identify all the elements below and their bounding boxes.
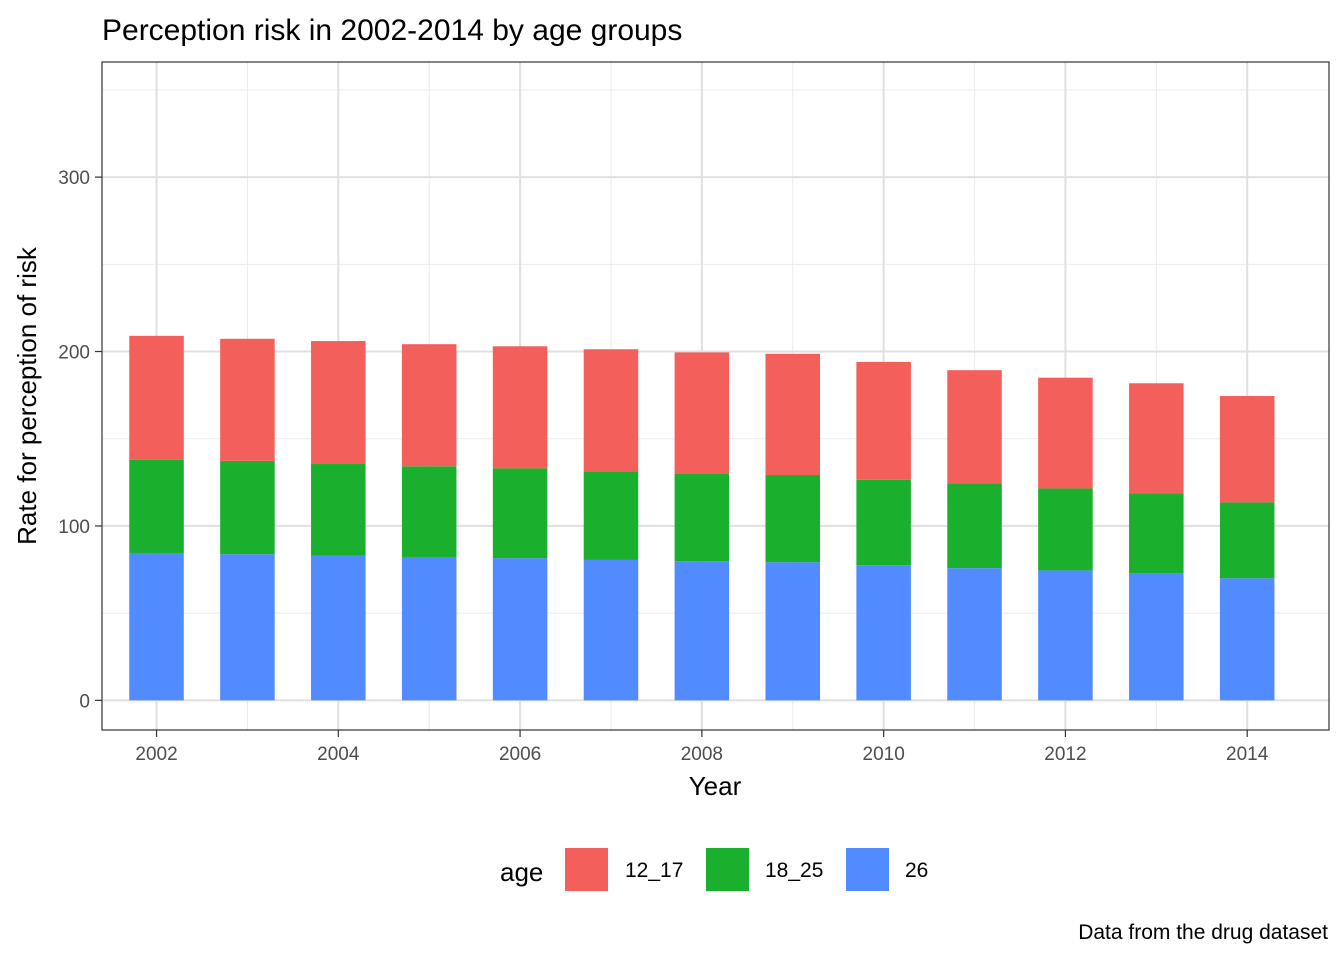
- x-tick-label: 2010: [863, 744, 905, 765]
- bar-segment-26: [674, 561, 730, 701]
- bar-segment-12_17: [1129, 383, 1184, 494]
- bar-segment-26: [401, 556, 457, 701]
- bar-segment-26: [1129, 573, 1184, 701]
- bars-layer: [129, 335, 1275, 701]
- bar-segment-12_17: [583, 349, 639, 472]
- y-tick-label: 0: [79, 691, 90, 712]
- x-axis: 2002 2004 2006 2008 2010 2012 2014: [135, 730, 1269, 765]
- legend-label-18_25: 18_25: [765, 859, 823, 882]
- bar-segment-26: [311, 555, 366, 701]
- bar-segment-18_25: [947, 483, 1002, 569]
- bar-segment-26: [856, 565, 911, 701]
- x-tick-label: 2004: [317, 744, 360, 765]
- bar-segment-18_25: [492, 468, 548, 559]
- bar-segment-26: [765, 562, 821, 701]
- bar-segment-26: [220, 554, 275, 701]
- bar-segment-26: [583, 559, 639, 701]
- bar-segment-12_17: [947, 370, 1002, 484]
- bar-segment-18_25: [583, 471, 639, 560]
- bar-segment-12_17: [674, 352, 730, 474]
- y-axis: 0 100 200 300: [58, 168, 102, 712]
- bar-segment-12_17: [856, 361, 911, 480]
- bar-segment-26: [947, 568, 1002, 701]
- bar-segment-18_25: [220, 460, 275, 555]
- y-tick-label: 300: [58, 168, 90, 189]
- bar-segment-18_25: [129, 459, 184, 553]
- bar-segment-12_17: [220, 338, 275, 461]
- bar-segment-18_25: [1129, 493, 1184, 574]
- bar-segment-26: [492, 558, 548, 701]
- bar-segment-12_17: [1219, 396, 1275, 503]
- bar-segment-12_17: [765, 353, 821, 476]
- bar-segment-12_17: [492, 346, 548, 469]
- bar-segment-18_25: [311, 464, 366, 556]
- bar-segment-18_25: [1219, 502, 1275, 579]
- x-tick-label: 2014: [1226, 744, 1269, 765]
- bar-segment-18_25: [401, 466, 457, 557]
- legend: age 12_17 18_25 26: [500, 848, 928, 891]
- bar-segment-26: [129, 552, 184, 701]
- plot-border: [101, 61, 1330, 731]
- chart-caption: Data from the drug dataset: [1078, 921, 1328, 944]
- bar-segment-12_17: [129, 335, 184, 460]
- y-tick-label: 100: [58, 517, 90, 538]
- legend-key-26: [846, 848, 889, 891]
- bar-segment-12_17: [1038, 377, 1093, 489]
- bar-segment-18_25: [1038, 488, 1093, 571]
- x-axis-label: Year: [689, 771, 742, 801]
- x-tick-label: 2012: [1044, 744, 1086, 765]
- bar-segment-18_25: [765, 475, 821, 563]
- bar-segment-26: [1038, 570, 1093, 701]
- x-tick-label: 2008: [681, 744, 723, 765]
- legend-key-12_17: [565, 848, 608, 891]
- legend-title: age: [500, 857, 543, 887]
- legend-label-26: 26: [905, 859, 928, 882]
- x-tick-label: 2002: [135, 744, 177, 765]
- y-tick-label: 200: [58, 343, 90, 364]
- x-tick-label: 2006: [499, 744, 541, 765]
- bar-segment-12_17: [401, 344, 457, 467]
- bar-segment-18_25: [674, 473, 730, 562]
- legend-label-12_17: 12_17: [625, 859, 683, 882]
- y-axis-label: Rate for perception of risk: [12, 246, 42, 545]
- legend-key-18_25: [706, 848, 749, 891]
- bar-segment-18_25: [856, 479, 911, 566]
- chart-title: Perception risk in 2002-2014 by age grou…: [102, 14, 682, 47]
- bar-segment-12_17: [311, 341, 366, 465]
- bar-segment-26: [1219, 578, 1275, 701]
